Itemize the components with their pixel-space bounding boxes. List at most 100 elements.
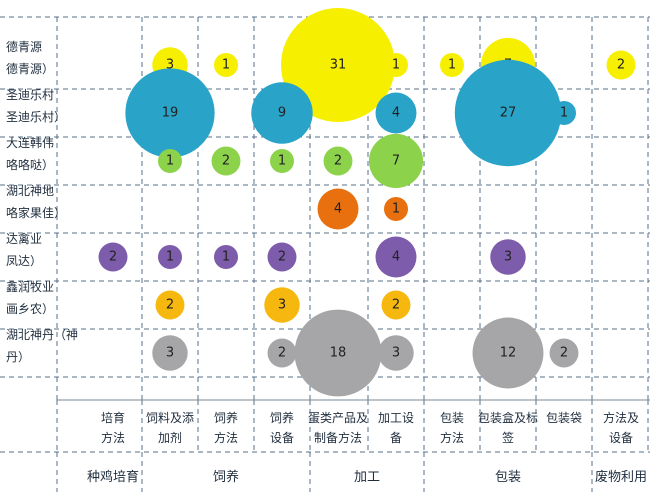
- bubble: [323, 146, 353, 176]
- group-label: 种鸡培育: [87, 469, 139, 485]
- bubble-value-label: 31: [330, 58, 347, 73]
- column-label: 设备: [609, 431, 633, 445]
- column-label: 设备: [270, 431, 294, 445]
- bubble: [214, 245, 238, 269]
- bubble: [381, 290, 411, 320]
- bubble: [270, 149, 294, 173]
- bubble: [294, 309, 382, 397]
- bubble: [549, 338, 579, 368]
- bubble-value-label: 3: [392, 346, 400, 361]
- bubble-value-label: 2: [166, 298, 174, 313]
- bubble-value-label: 2: [560, 346, 568, 361]
- bubble-value-label: 1: [166, 250, 174, 265]
- column-label: 签: [502, 430, 514, 445]
- bubble-value-label: 2: [222, 154, 230, 169]
- bubble: [267, 242, 297, 272]
- bubble: [214, 53, 238, 77]
- bubble-value-label: 1: [392, 58, 400, 73]
- column-label: 备: [390, 431, 402, 445]
- row-label: 大连韩伟: [6, 135, 54, 150]
- bubble-value-label: 4: [334, 202, 342, 217]
- row-label: 湖北神丹（神: [6, 327, 78, 342]
- row-label: 咯家果佳）: [6, 205, 66, 220]
- bubble-value-label: 4: [392, 106, 400, 121]
- bubble-value-label: 7: [392, 154, 400, 169]
- column-label: 饲料及添: [146, 411, 194, 425]
- column-label: 方法: [101, 430, 125, 445]
- row-label: 画乡农）: [6, 302, 54, 316]
- row-label: 圣迪乐村）: [6, 110, 66, 124]
- column-label: 包装: [440, 411, 464, 425]
- bubble: [98, 242, 128, 272]
- column-label: 饲养: [270, 410, 294, 425]
- column-label: 包装盒及标: [478, 410, 538, 425]
- column-label: 饲养: [214, 410, 238, 425]
- bubble-value-label: 2: [392, 298, 400, 313]
- bubble: [281, 8, 395, 122]
- bubble-value-label: 12: [500, 346, 517, 361]
- group-label: 废物利用: [595, 469, 647, 485]
- group-label: 饲养: [213, 469, 239, 485]
- column-label: 方法: [214, 430, 238, 445]
- column-label: 制备方法: [314, 430, 362, 445]
- column-label: 培育: [101, 410, 125, 425]
- column-label: 加剂: [158, 430, 182, 445]
- column-label: 包装袋: [546, 411, 582, 425]
- bubble: [125, 68, 215, 158]
- bubble-value-label: 1: [448, 58, 456, 73]
- bubble: [384, 197, 408, 221]
- bubble: [375, 92, 417, 134]
- bubble: [267, 338, 297, 368]
- bubble: [251, 82, 313, 144]
- bubble-value-label: 1: [392, 202, 400, 217]
- bubble-value-label: 2: [109, 250, 117, 265]
- bubble-value-label: 3: [504, 250, 512, 265]
- bubble: [606, 50, 636, 80]
- bubble-value-label: 4: [392, 250, 400, 265]
- bubble: [490, 239, 526, 275]
- bubble-value-label: 2: [334, 154, 342, 169]
- column-label: 方法: [440, 430, 464, 445]
- row-label: 咯咯哒）: [6, 157, 54, 172]
- row-label: 德青源）: [6, 61, 54, 76]
- bubble: [378, 335, 414, 371]
- bubble: [472, 317, 544, 389]
- bubble-value-label: 1: [222, 250, 230, 265]
- row-label: 丹）: [6, 350, 30, 364]
- bubble: [152, 335, 188, 371]
- row-label: 圣迪乐村: [6, 88, 54, 102]
- bubble: [264, 287, 300, 323]
- bubble-value-label: 2: [278, 250, 286, 265]
- bubble-value-label: 18: [330, 346, 347, 361]
- bubble: [552, 101, 576, 125]
- bubble: [158, 245, 182, 269]
- bubble-value-label: 3: [278, 298, 286, 313]
- bubble-value-label: 19: [162, 106, 179, 121]
- bubble-value-label: 3: [166, 58, 174, 73]
- row-label: 鑫润牧业: [6, 279, 54, 294]
- bubble: [440, 53, 464, 77]
- bubble: [384, 53, 408, 77]
- row-label: 达禽业: [6, 231, 42, 246]
- group-label: 加工: [354, 470, 380, 485]
- bubble-value-label: 1: [278, 154, 286, 169]
- bubble-value-label: 3: [166, 346, 174, 361]
- bubble-value-label: 9: [278, 106, 286, 121]
- column-label: 方法及: [603, 410, 639, 425]
- bubble: [317, 188, 359, 230]
- bubble: [155, 290, 185, 320]
- column-label: 蛋类产品及: [308, 411, 368, 425]
- row-label: 德青源: [6, 39, 42, 54]
- row-label: 凤达）: [6, 254, 42, 268]
- bubble: [158, 149, 182, 173]
- bubble-value-label: 2: [617, 58, 625, 73]
- bubbles: 313111721994271121274121124323232183122: [98, 8, 636, 397]
- bubble: [375, 236, 417, 278]
- column-label: 加工设: [378, 411, 414, 425]
- bubble-value-label: 1: [166, 154, 174, 169]
- row-label: 湖北神地: [6, 183, 54, 198]
- bubble: [211, 146, 241, 176]
- bubble: [454, 59, 562, 167]
